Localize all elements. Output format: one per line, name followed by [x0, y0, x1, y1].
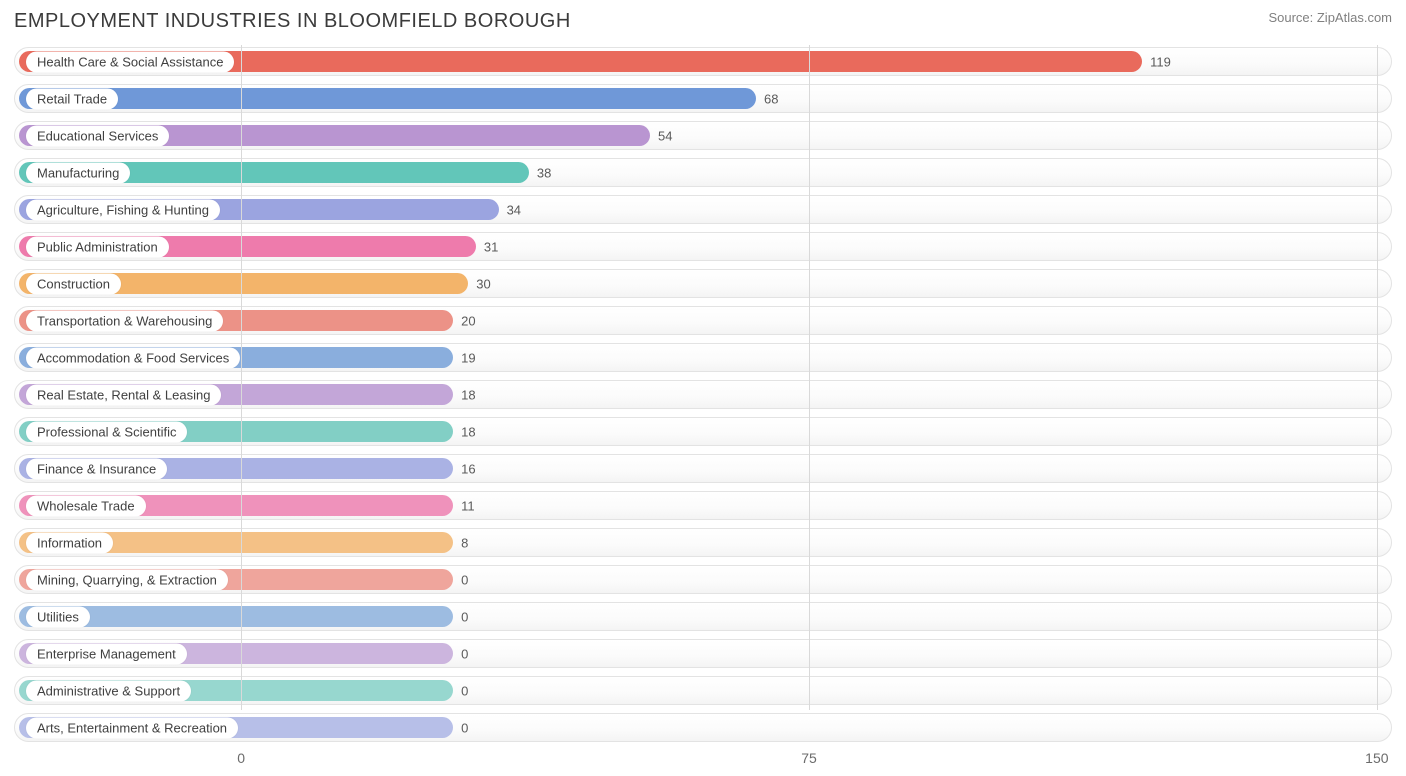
bar-label: Transportation & Warehousing	[26, 310, 223, 331]
bar-row: Educational Services 54	[14, 119, 1392, 152]
bar-label: Wholesale Trade	[26, 495, 146, 516]
bar-label: Construction	[26, 273, 121, 294]
bar-fill	[19, 88, 756, 109]
bar-row: Information 8	[14, 526, 1392, 559]
bar-value: 18	[461, 387, 475, 402]
x-tick-label: 150	[1365, 750, 1388, 766]
bar-value: 68	[764, 91, 778, 106]
bar-value: 119	[1150, 54, 1171, 69]
bar-chart: Health Care & Social Assistance 119 Retail…	[14, 45, 1392, 744]
bar-row: Wholesale Trade 11	[14, 489, 1392, 522]
bar-value: 20	[461, 313, 475, 328]
x-tick-label: 75	[801, 750, 817, 766]
bar-label: Health Care & Social Assistance	[26, 51, 234, 72]
x-tick-label: 0	[237, 750, 245, 766]
bar-row: Utilities 0	[14, 600, 1392, 633]
bar-value: 54	[658, 128, 672, 143]
bar-value: 0	[461, 609, 468, 624]
bar-value: 16	[461, 461, 475, 476]
bar-value: 0	[461, 572, 468, 587]
bar-label: Administrative & Support	[26, 680, 191, 701]
bar-label: Educational Services	[26, 125, 169, 146]
bar-label: Mining, Quarrying, & Extraction	[26, 569, 228, 590]
bar-row: Retail Trade 68	[14, 82, 1392, 115]
bar-row: Construction 30	[14, 267, 1392, 300]
bar-row: Real Estate, Rental & Leasing 18	[14, 378, 1392, 411]
bar-row: Accommodation & Food Services 19	[14, 341, 1392, 374]
bar-row: Mining, Quarrying, & Extraction 0	[14, 563, 1392, 596]
bar-label: Arts, Entertainment & Recreation	[26, 717, 238, 738]
bar-value: 18	[461, 424, 475, 439]
bar-value: 31	[484, 239, 498, 254]
bar-value: 0	[461, 683, 468, 698]
x-axis: 0 75 150	[14, 748, 1392, 776]
bar-label: Utilities	[26, 606, 90, 627]
bar-label: Information	[26, 532, 113, 553]
bar-label: Agriculture, Fishing & Hunting	[26, 199, 220, 220]
bar-row: Public Administration 31	[14, 230, 1392, 263]
bar-label: Manufacturing	[26, 162, 130, 183]
bar-value: 0	[461, 646, 468, 661]
bar-row: Finance & Insurance 16	[14, 452, 1392, 485]
bar-row: Health Care & Social Assistance 119	[14, 45, 1392, 78]
chart-title: EMPLOYMENT INDUSTRIES IN BLOOMFIELD BORO…	[14, 10, 571, 33]
bar-row: Arts, Entertainment & Recreation 0	[14, 711, 1392, 744]
bar-row: Transportation & Warehousing 20	[14, 304, 1392, 337]
bar-value: 38	[537, 165, 551, 180]
bar-label: Finance & Insurance	[26, 458, 167, 479]
bar-value: 19	[461, 350, 475, 365]
bar-value: 0	[461, 720, 468, 735]
bar-label: Retail Trade	[26, 88, 118, 109]
bar-row: Professional & Scientific 18	[14, 415, 1392, 448]
bar-value: 11	[461, 498, 475, 513]
bar-label: Public Administration	[26, 236, 169, 257]
bar-value: 30	[476, 276, 490, 291]
bar-value: 34	[507, 202, 521, 217]
bar-row: Enterprise Management 0	[14, 637, 1392, 670]
bar-row: Administrative & Support 0	[14, 674, 1392, 707]
bar-label: Real Estate, Rental & Leasing	[26, 384, 221, 405]
bar-row: Agriculture, Fishing & Hunting 34	[14, 193, 1392, 226]
bar-value: 8	[461, 535, 468, 550]
bar-label: Accommodation & Food Services	[26, 347, 240, 368]
bar-row: Manufacturing 38	[14, 156, 1392, 189]
source-attribution: Source: ZipAtlas.com	[1268, 10, 1392, 25]
bar-label: Professional & Scientific	[26, 421, 187, 442]
bar-label: Enterprise Management	[26, 643, 187, 664]
